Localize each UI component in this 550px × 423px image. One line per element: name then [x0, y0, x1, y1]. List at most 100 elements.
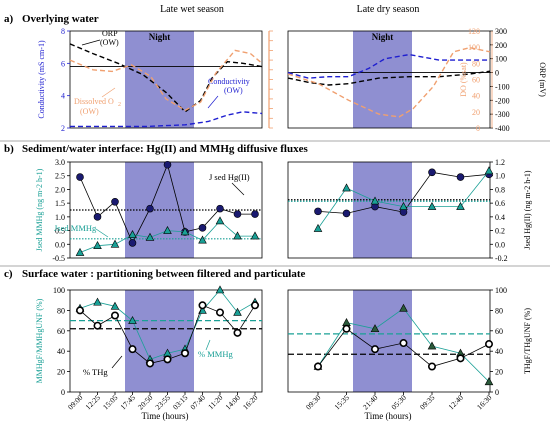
ytick-label-a-dry-orp-6: 200 [495, 41, 507, 50]
annotation-conductivity: Conductivity [208, 77, 250, 86]
annotation-pct-mmhg-arrow [205, 339, 211, 351]
b-wet-mmhg-point-9 [233, 231, 242, 240]
b-wet-mmhg-point-0 [75, 247, 85, 256]
annotation-orp-suffix: (OW) [100, 38, 119, 47]
c-wet-thg-point-6 [181, 349, 190, 358]
xtick-label-wet-3: 17:45 [118, 393, 137, 412]
c-wet-thg-point-3 [128, 345, 137, 354]
ytick-label-b-wet-0: -0.5 [52, 254, 65, 263]
b-wet-mmhg-point-1 [93, 241, 102, 249]
ytick-label-c-dry-2: 40 [495, 347, 503, 356]
b-dry-hg-point-4 [428, 168, 436, 177]
annotation-orp: ORP [102, 29, 118, 38]
ytick-label-a-wet-0: 2 [61, 124, 65, 133]
xtick-label-dry-4: 09:35 [418, 393, 437, 412]
c-dry-mmhg-point-1 [342, 318, 351, 326]
ylabel-a-dry-do: DO (%sat) [459, 62, 468, 97]
c-wet-thg-point-10 [251, 301, 260, 310]
ylabel-b-wet: Jsed MMHg (ng m-2 h-1) [35, 168, 44, 251]
night-band-a-dry [353, 31, 412, 128]
xtick-label-wet-7: 07:40 [188, 393, 207, 412]
ytick-label-b-wet-4: 1.5 [55, 199, 65, 208]
ytick-label-a-wet-1: 4 [61, 92, 65, 101]
ylabel-c-wet: MMHgF/MMHgUNF (%) [35, 298, 44, 383]
b-dry-mmhg-point-3 [399, 201, 408, 210]
b-dry-mmhg-point-5 [456, 201, 465, 210]
ytick-label-b-dry-3: 0.4 [495, 213, 505, 222]
b-wet-hg-point-3 [128, 239, 137, 247]
b-wet-mmhg-point-10 [250, 231, 260, 240]
b-wet-hg-point-7 [198, 224, 207, 232]
ytick-label-c-wet-3: 60 [57, 327, 65, 336]
frame-a-dry [287, 30, 491, 129]
ytick-label-a-wet-3: 8 [61, 27, 65, 36]
ytick-label-a-dry-do-0: 0 [476, 124, 480, 133]
b-dry-mmhg-point-4 [427, 201, 437, 210]
panel-c-title: Surface water : partitioning between fil… [22, 268, 306, 280]
season-dry-label: Late dry season [357, 4, 420, 15]
annotation-jsed-mmhg: Jsed MMHg [54, 223, 97, 233]
c-wet-thg-point-1 [93, 321, 102, 330]
annotation-do-subscript: 2 [118, 102, 121, 108]
ylabel-b-dry: Jsed Hg(II) (ng m-2 h-1) [523, 170, 532, 249]
panel-c-label: c) [4, 268, 13, 280]
annotation-pct-thg-arrow [111, 355, 123, 369]
b-wet-mmhg-point-7 [198, 235, 207, 244]
c-dry-thg-point-5 [456, 354, 465, 363]
annotation-jsed-mmhg-arrow [95, 228, 109, 238]
ytick-label-a-dry-orp-4: 0 [495, 69, 499, 78]
c-wet-mmhg-point-1 [93, 297, 102, 306]
b-dry-mmhg-point-1 [342, 183, 351, 192]
c-dry-mmhg-point-3 [399, 303, 408, 312]
xtick-label-dry-0: 09:30 [304, 393, 323, 412]
c-dry-mmhg-point-6 [484, 377, 494, 386]
c-wet-thg-point-4 [146, 359, 155, 368]
c-dry-thg-point-6 [484, 340, 493, 349]
ytick-label-b-wet-1: 0.0 [55, 240, 65, 249]
annotation-jsed-hg: J sed Hg(II) [209, 172, 250, 182]
c-dry-mmhg-point-2 [370, 324, 380, 333]
c-dry-thg-point-0 [313, 362, 322, 371]
annotation-do-suffix: (OW) [80, 107, 99, 116]
ytick-label-b-dry-6: 1.0 [495, 172, 505, 181]
b-wet-hg-point-9 [233, 210, 242, 218]
night-label-dry: Night [372, 32, 394, 42]
frame-b-dry [287, 161, 491, 259]
panel-b-label: b) [4, 143, 14, 155]
c-wet-mmhg-point-8 [215, 285, 225, 294]
ytick-label-b-dry-7: 1.2 [495, 158, 505, 167]
xtick-label-dry-3: 05:30 [389, 393, 408, 412]
c-wet-mmhg-point-9 [233, 307, 242, 316]
ytick-label-a-dry-do-2: 40 [472, 92, 480, 101]
b-wet-mmhg-point-3 [128, 230, 137, 238]
ytick-label-a-dry-orp-5: 100 [495, 55, 507, 64]
ytick-label-a-dry-orp-3: -100 [495, 82, 510, 91]
ytick-label-b-wet-3: 1.0 [55, 213, 65, 222]
b-wet-hg-point-1 [93, 213, 102, 221]
series-a-dry-2 [287, 46, 491, 118]
ytick-label-a-dry-orp-1: -300 [495, 110, 510, 119]
ytick-label-c-dry-0: 0 [495, 388, 499, 397]
xtick-label-wet-9: 14:00 [223, 393, 242, 412]
ytick-label-c-dry-4: 80 [495, 306, 503, 315]
c-dry-thg-point-3 [399, 339, 408, 348]
b-wet-mmhg-point-5 [163, 225, 172, 234]
ylabel-c-dry: THgF/THgUNF (%) [523, 308, 532, 374]
xtick-label-wet-6: 03:15 [171, 393, 190, 412]
b-wet-mmhg-point-8 [215, 216, 225, 225]
ytick-label-c-wet-4: 80 [57, 306, 65, 315]
series-a-wet-2 [69, 49, 263, 112]
panel-a-label: a) [4, 13, 14, 25]
b-wet-hg-point-4 [146, 204, 154, 213]
annotation-conductivity-arrow [207, 95, 219, 109]
ytick-label-c-wet-0: 0 [61, 388, 65, 397]
x-axis-label-dry: Time (hours) [365, 411, 412, 421]
ytick-label-b-dry-1: 0.0 [495, 240, 505, 249]
b-wet-mmhg-point-4 [145, 232, 155, 241]
ytick-label-a-wet-2: 6 [61, 59, 65, 68]
xtick-label-dry-5: 12:40 [446, 393, 465, 412]
ytick-label-b-dry-2: 0.2 [495, 227, 505, 236]
night-label-wet: Night [149, 32, 171, 42]
b-dry-mmhg-point-0 [313, 223, 323, 232]
c-wet-thg-point-0 [76, 306, 85, 315]
